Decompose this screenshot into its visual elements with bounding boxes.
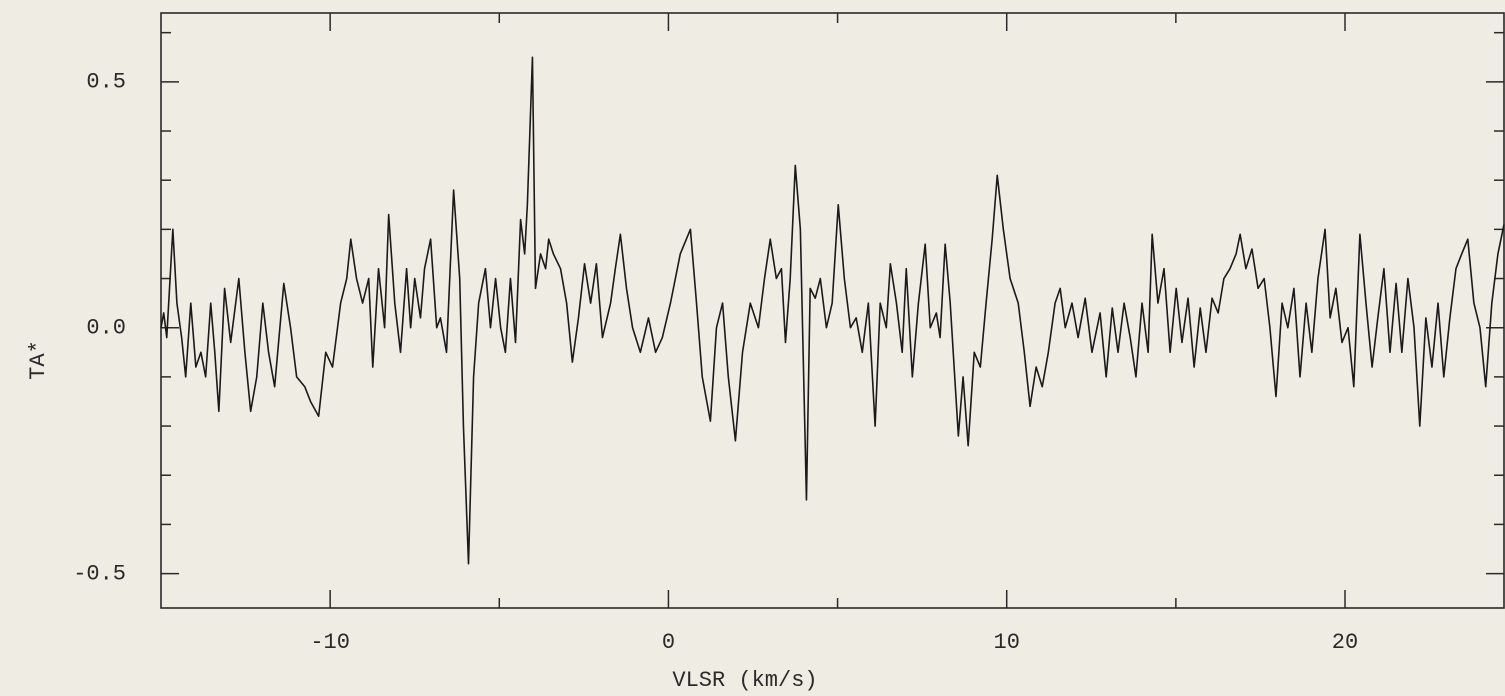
y-tick-label: 0.5: [86, 70, 126, 95]
y-axis-label: TA*: [26, 340, 51, 380]
x-tick-label: 10: [994, 630, 1020, 655]
plot-frame: [160, 12, 1505, 609]
y-tick-label: -0.5: [73, 561, 126, 586]
y-tick-label: 0.0: [86, 316, 126, 341]
x-tick-label: 0: [662, 630, 675, 655]
x-axis-label: VLSR (km/s): [672, 668, 817, 693]
spectrum-line: [160, 56, 1505, 565]
x-tick-label: 20: [1332, 630, 1358, 655]
x-tick-label: -10: [310, 630, 350, 655]
